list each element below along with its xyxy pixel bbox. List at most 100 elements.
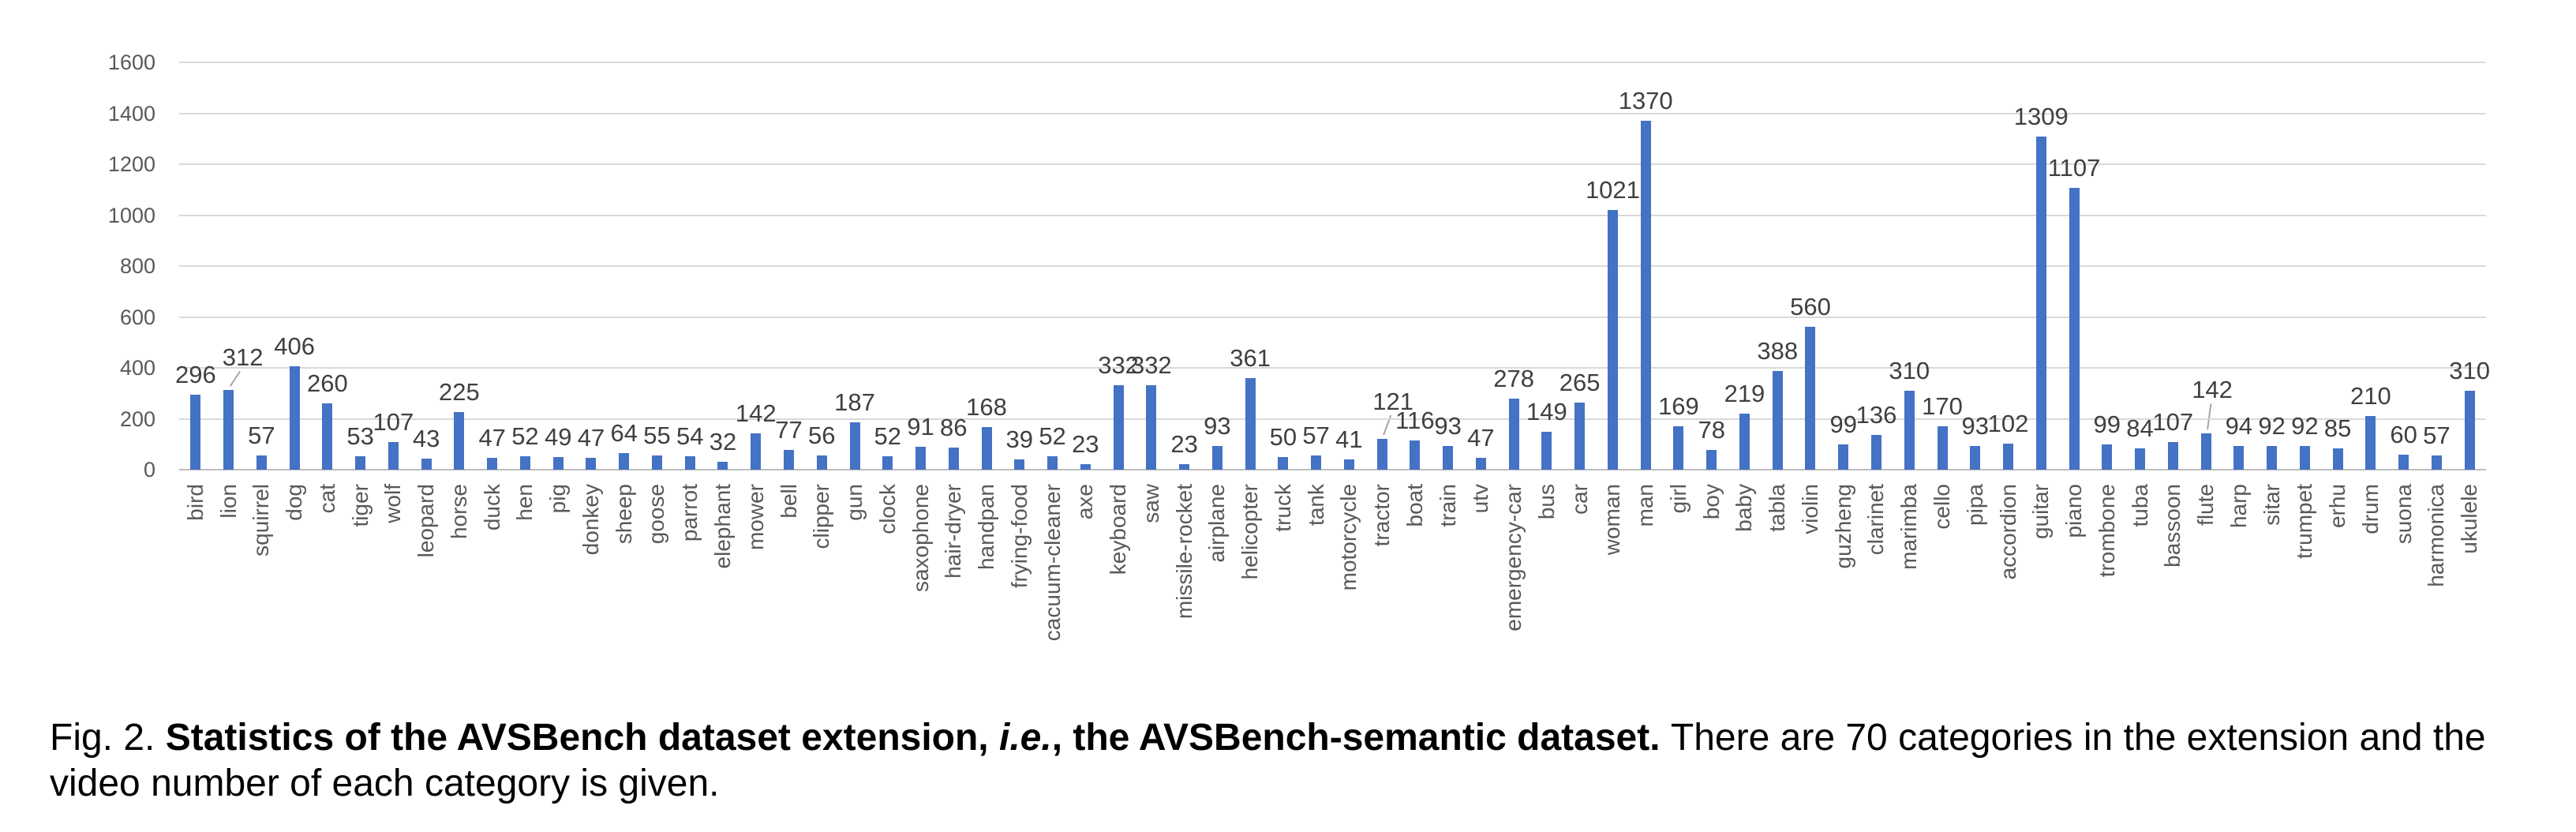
y-axis-tick-label: 600 bbox=[119, 305, 155, 329]
bar bbox=[487, 457, 498, 470]
category-label: mower bbox=[743, 484, 768, 551]
gridline bbox=[179, 112, 2486, 114]
category-label: bassoon bbox=[2160, 484, 2185, 568]
bar-value-label: 278 bbox=[1493, 365, 1535, 393]
bar bbox=[190, 394, 201, 470]
bar bbox=[1937, 426, 1948, 470]
caption-text-segment: video number of each category is given. bbox=[50, 763, 720, 804]
bar bbox=[519, 456, 530, 470]
bar-value-label: 219 bbox=[1724, 380, 1765, 408]
bar-value-label: 47 bbox=[478, 423, 506, 452]
gridline bbox=[179, 367, 2486, 369]
bar bbox=[421, 459, 432, 470]
bar bbox=[2069, 187, 2080, 470]
caption-text-segment: i.e. bbox=[998, 717, 1052, 759]
bar-value-label: 56 bbox=[808, 421, 836, 449]
category-label: baby bbox=[1732, 484, 1757, 532]
bar bbox=[1673, 426, 1684, 470]
bar-value-label: 60 bbox=[2390, 420, 2417, 448]
category-label: train bbox=[1435, 484, 1460, 527]
bar bbox=[1179, 463, 1190, 470]
category-label: girl bbox=[1665, 484, 1690, 514]
bar-value-label: 1370 bbox=[1618, 87, 1673, 115]
bar bbox=[1805, 327, 1816, 470]
category-label: bird bbox=[182, 484, 208, 521]
category-label: boat bbox=[1402, 484, 1427, 527]
bar-value-label: 99 bbox=[1829, 410, 1857, 439]
category-label: clarinet bbox=[1863, 484, 1889, 556]
bar bbox=[1640, 121, 1651, 470]
category-label: lion bbox=[215, 484, 241, 519]
category-label: flute bbox=[2193, 484, 2218, 526]
bar-value-label: 265 bbox=[1559, 368, 1601, 396]
bar bbox=[1047, 456, 1058, 470]
bar bbox=[1211, 446, 1222, 470]
category-label: bus bbox=[1533, 484, 1559, 520]
category-label: helicopter bbox=[1237, 484, 1263, 580]
bar bbox=[1014, 459, 1025, 470]
caption-text-segment: There are 70 categories in the extension… bbox=[1670, 717, 2486, 759]
y-axis-tick-label: 0 bbox=[143, 458, 155, 482]
bar bbox=[289, 366, 300, 470]
bar bbox=[948, 448, 959, 470]
bar-value-label: 332 bbox=[1098, 350, 1139, 379]
bar-value-label: 86 bbox=[940, 414, 968, 442]
category-label: parrot bbox=[677, 484, 702, 542]
bar-value-label: 91 bbox=[907, 412, 934, 440]
category-label: guitar bbox=[2028, 484, 2054, 540]
bar-value-label: 170 bbox=[1922, 392, 1963, 421]
y-axis-tick-label: 400 bbox=[119, 356, 155, 380]
bar-value-label: 116 bbox=[1395, 406, 1435, 434]
bar bbox=[1772, 370, 1783, 470]
bar bbox=[1146, 384, 1157, 470]
category-label: handpan bbox=[974, 484, 999, 571]
bar-value-label: 149 bbox=[1526, 397, 1567, 425]
bar bbox=[2332, 448, 2343, 470]
bar bbox=[1278, 456, 1289, 470]
y-axis-tick-label: 1200 bbox=[107, 152, 155, 176]
bar-value-label: 77 bbox=[775, 416, 803, 444]
bar-value-label: 225 bbox=[439, 378, 480, 407]
bar bbox=[1574, 402, 1586, 470]
category-label: drum bbox=[2357, 484, 2383, 534]
category-label: violin bbox=[1797, 484, 1822, 534]
category-label: erhu bbox=[2325, 484, 2350, 529]
category-label: duck bbox=[479, 484, 504, 531]
caption-line: video number of each category is given. bbox=[50, 761, 2567, 807]
category-label: guzheng bbox=[1830, 484, 1855, 569]
bar bbox=[2365, 416, 2376, 470]
bar-value-label: 57 bbox=[1302, 421, 1330, 449]
bar-value-label: 142 bbox=[2192, 376, 2233, 404]
bar-value-label: 312 bbox=[222, 343, 264, 372]
category-label: bell bbox=[776, 484, 801, 519]
gridline bbox=[179, 163, 2486, 165]
category-label: frying-food bbox=[1006, 484, 1032, 589]
category-label: car bbox=[1567, 484, 1592, 515]
gridline bbox=[179, 62, 2486, 63]
category-label: keyboard bbox=[1106, 484, 1131, 575]
category-label: goose bbox=[644, 484, 669, 545]
bar-value-label: 92 bbox=[2291, 412, 2319, 440]
bar-value-label: 1021 bbox=[1585, 175, 1640, 204]
bar bbox=[1970, 446, 1981, 470]
bar-value-label: 43 bbox=[412, 425, 440, 453]
caption-text-segment: Statistics of the AVSBench dataset exten… bbox=[165, 717, 999, 759]
gridline bbox=[179, 418, 2486, 420]
bar-value-label: 99 bbox=[2093, 410, 2121, 439]
bar bbox=[552, 457, 564, 470]
bar-value-label: 310 bbox=[1889, 357, 1930, 385]
gridline bbox=[179, 214, 2486, 216]
bar-value-label: 47 bbox=[577, 423, 605, 452]
category-label: tabla bbox=[1765, 484, 1790, 532]
bar-value-label: 57 bbox=[2423, 421, 2451, 449]
bar-value-label: 142 bbox=[735, 399, 777, 428]
category-label: marimba bbox=[1896, 484, 1922, 570]
bar-value-label: 52 bbox=[511, 422, 539, 451]
category-label: hen bbox=[512, 484, 537, 521]
bar-value-label: 332 bbox=[1130, 350, 1172, 379]
bar bbox=[2431, 455, 2442, 470]
bar bbox=[619, 453, 630, 470]
bar bbox=[1443, 446, 1454, 470]
bar bbox=[2464, 391, 2475, 470]
bar bbox=[355, 455, 366, 470]
